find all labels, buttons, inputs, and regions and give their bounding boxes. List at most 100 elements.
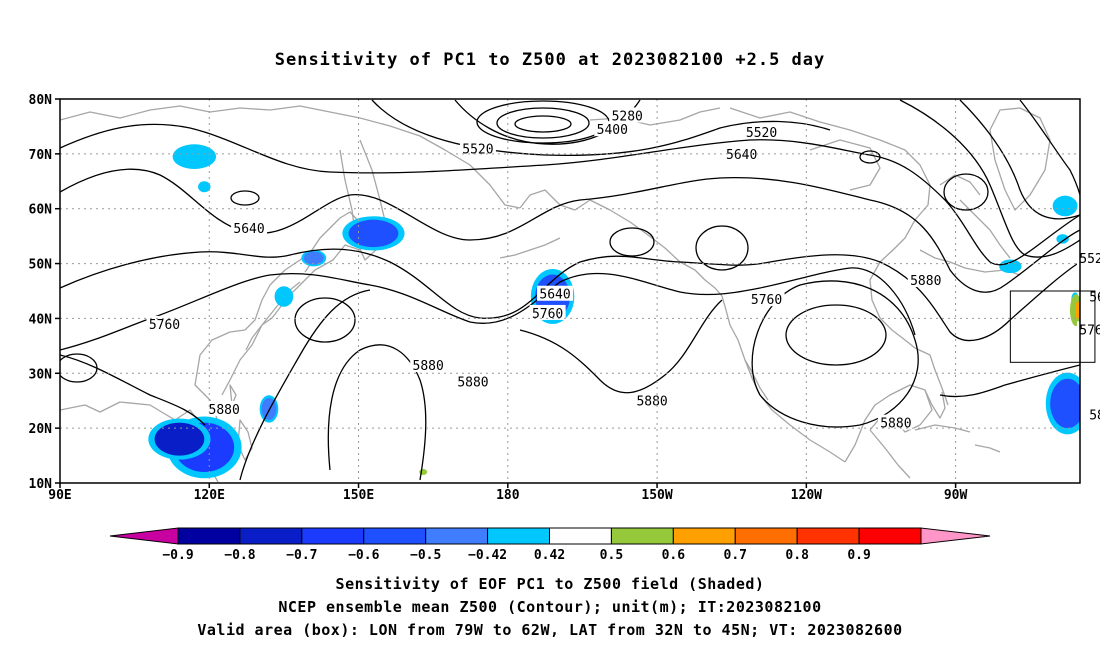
contour-label-bg — [410, 357, 447, 373]
contour-label-bg — [1076, 250, 1100, 266]
contour-label: 5880 — [209, 403, 240, 418]
graticule-grid — [60, 99, 1080, 483]
contour-label: 5760 — [751, 293, 782, 308]
lat-tick-label: 80N — [29, 93, 53, 108]
contour-label-bg — [1076, 321, 1100, 337]
caption-shading: Sensitivity of EOF PC1 to Z500 field (Sh… — [335, 575, 765, 593]
colorbar-swatch — [734, 527, 798, 545]
contour-label: 5400 — [597, 123, 628, 138]
contour-label: 5760 — [149, 318, 180, 333]
colorbar-label: 0.7 — [724, 548, 747, 563]
contour-label-bg — [743, 123, 780, 139]
map-frame — [59, 98, 1081, 484]
contour-label-bg — [206, 400, 243, 416]
contour-label: 5880 — [910, 274, 941, 289]
colorbar-max-arrow — [920, 527, 991, 545]
contour-label: 5880 — [413, 359, 444, 374]
sensitivity-patch — [1080, 423, 1090, 434]
colorbar-label: −0.5 — [410, 548, 441, 563]
colorbar-label: 0.5 — [600, 548, 623, 563]
lon-tick-label: 150W — [641, 488, 672, 503]
contour-label-bg — [537, 285, 574, 301]
colorbar-label: −0.7 — [286, 548, 317, 563]
sensitivity-patch — [1057, 235, 1068, 243]
contour-label-bg — [723, 145, 760, 161]
contour-label: 5520 — [1079, 252, 1100, 267]
colorbar-swatch — [549, 527, 612, 545]
sensitivity-patch — [176, 146, 212, 167]
colorbar-label: −0.42 — [468, 548, 507, 563]
sensitivity-patch — [348, 219, 399, 248]
colorbar: −0.9 −0.8 −0.7 −0.6 −0.5 −0.42 0.42 0.5 0.6 0.7 0.… — [109, 527, 991, 563]
colorbar-swatch — [301, 527, 365, 545]
lat-tick-label: 30N — [29, 367, 53, 382]
contour-label: 5640 — [539, 288, 570, 303]
colorbar-swatch — [487, 527, 551, 545]
contour-label: 5760 — [1079, 323, 1100, 338]
contour-label-bg — [459, 140, 496, 156]
colorbar-swatch — [796, 527, 860, 545]
contour-label-bg — [877, 414, 914, 430]
contour-label: 5880 — [880, 417, 911, 432]
lon-tick-label: 180 — [496, 488, 520, 503]
lat-tick-label: 70N — [29, 148, 53, 163]
colorbar-swatch — [177, 527, 241, 545]
contour-label-bg — [1086, 406, 1100, 422]
valid-area-box — [1009, 290, 1096, 363]
contour-label-bg — [609, 107, 646, 123]
contour-label-bg — [1086, 288, 1100, 304]
contour-label: 5880 — [1089, 408, 1100, 423]
caption-contour: NCEP ensemble mean Z500 (Contour); unit(… — [278, 598, 822, 616]
contour-label-bg — [146, 315, 183, 331]
lat-tick-label: 60N — [29, 203, 53, 218]
lat-tick-label: 10N — [29, 477, 53, 492]
colorbar-label: −0.6 — [348, 548, 379, 563]
contour-label: 5520 — [746, 126, 777, 141]
colorbar-label: −0.8 — [224, 548, 255, 563]
caption-valid-area: Valid area (box): LON from 79W to 62W, L… — [197, 621, 903, 639]
colorbar-swatch — [610, 527, 674, 545]
plot-title: Sensitivity of PC1 to Z500 at 2023082100… — [274, 50, 826, 70]
colorbar-label: 0.6 — [662, 548, 686, 563]
colorbar-label: −0.9 — [162, 548, 193, 563]
colorbar-label: 0.8 — [785, 548, 809, 563]
colorbar-swatch — [858, 527, 922, 545]
colorbar-min-arrow — [109, 527, 179, 545]
contour-label: 5280 — [612, 109, 643, 124]
contour-label-bg — [529, 304, 566, 320]
lat-tick-label: 20N — [29, 422, 53, 437]
contour-label-bg — [634, 392, 671, 408]
lon-tick-label: 150E — [343, 488, 374, 503]
lon-tick-label: 120E — [194, 488, 225, 503]
lon-tick-label: 90W — [944, 488, 968, 503]
sensitivity-patch — [1050, 378, 1080, 429]
contour-label: 5520 — [462, 142, 493, 157]
lon-tick-label: 120W — [791, 488, 822, 503]
lon-tick-label: 90E — [48, 488, 71, 503]
contour-label: 5640 — [233, 222, 264, 237]
contour-label: 5760 — [532, 307, 563, 322]
contour-label: 5640 — [726, 148, 757, 163]
contour-label-bg — [454, 373, 491, 389]
contour-label: 5880 — [457, 376, 488, 391]
sensitivity-patch — [1055, 197, 1076, 215]
lat-tick-label: 40N — [29, 312, 53, 327]
colorbar-swatch — [672, 527, 736, 545]
colorbar-label: 0.9 — [847, 548, 870, 563]
contour-label-bg — [231, 219, 268, 235]
colorbar-swatch — [363, 527, 427, 545]
positive-sensitivity-core — [1075, 301, 1080, 320]
sensitivity-patch — [276, 288, 292, 305]
colorbar-label: 0.42 — [534, 548, 565, 563]
lat-tick-label: 50N — [29, 258, 53, 273]
sensitivity-patch — [154, 422, 205, 456]
contour-label-bg — [748, 291, 785, 307]
sensitivity-patch — [199, 182, 210, 192]
contour-label-bg — [594, 121, 631, 137]
colorbar-swatch — [239, 527, 303, 545]
colorbar-swatch — [425, 527, 489, 545]
sensitivity-patch — [303, 251, 324, 265]
contour-label: 5880 — [636, 395, 667, 410]
